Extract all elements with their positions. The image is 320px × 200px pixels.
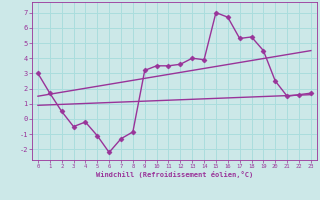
X-axis label: Windchill (Refroidissement éolien,°C): Windchill (Refroidissement éolien,°C) [96,171,253,178]
